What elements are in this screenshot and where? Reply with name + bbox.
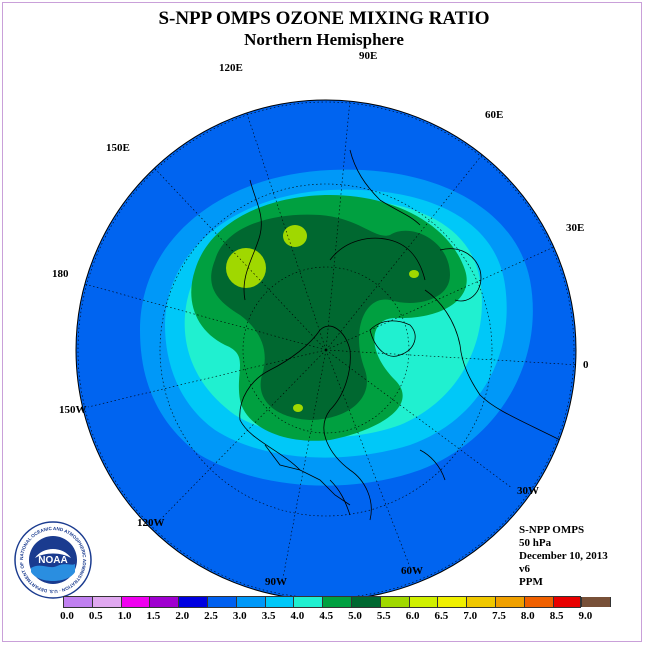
colorbar-tick-label: 7.0: [463, 610, 478, 622]
colorbar-tick-label: 1.5: [146, 610, 161, 622]
colorbar-tick-label: 6.0: [405, 610, 420, 622]
colorbar-border: [63, 596, 581, 608]
colorbar-tick-label: 3.0: [232, 610, 247, 622]
colorbar-swatch: [64, 597, 93, 607]
lon-label-60w: 60W: [401, 565, 423, 577]
lon-label-30e: 30E: [566, 222, 585, 234]
colorbar-swatch: [524, 597, 554, 607]
colorbar-swatch: [380, 597, 410, 607]
colorbar-swatch: [323, 597, 352, 607]
colorbar-swatch: [467, 597, 496, 607]
lon-label-180: 180: [52, 268, 69, 280]
lon-label-120e: 120E: [219, 62, 243, 74]
lon-label-150w: 150W: [59, 404, 87, 416]
lon-label-90e: 90E: [359, 50, 378, 62]
colorbar-swatch: [179, 597, 208, 607]
colorbar-swatch: [236, 597, 266, 607]
spot-5.5-6.0: [283, 225, 307, 247]
colorbar-tick-label: 4.0: [290, 610, 305, 622]
colorbar-tick-label: 0.5: [88, 610, 103, 622]
lon-label-60e: 60E: [485, 109, 504, 121]
lon-label-30w: 30W: [517, 485, 539, 497]
colorbar-swatch: [553, 597, 583, 607]
colorbar-swatch: [265, 597, 295, 607]
lon-label-0: 0: [583, 359, 589, 371]
colorbar-tick-label: 2.0: [175, 610, 190, 622]
spot-5.5-6.0: [293, 404, 303, 412]
coastlines: [239, 149, 561, 521]
units-label: PPM: [519, 576, 543, 588]
colorbar-swatch: [207, 597, 237, 607]
colorbar-swatch: [92, 597, 122, 607]
graticule: [76, 100, 576, 599]
pressure-level: 50 hPa: [519, 537, 552, 549]
colorbar-tick-label: 0.0: [60, 610, 74, 622]
colorbar-swatch: [582, 597, 612, 607]
colorbar-swatch: [438, 597, 468, 607]
colorbar-swatch: [495, 597, 525, 607]
colorbar-tick-label: 6.5: [434, 610, 449, 622]
map-subtitle: Northern Hemisphere: [244, 30, 404, 49]
band-5.0-5.5: [211, 214, 450, 420]
colorbar-swatch: [121, 597, 151, 607]
version-label: v6: [519, 563, 530, 575]
date-label: December 10, 2013: [519, 550, 608, 562]
metadata-block: S-NPP OMPS 50 hPa December 10, 2013 v6 P…: [519, 524, 608, 589]
instrument-label: S-NPP OMPS: [519, 524, 585, 536]
colorbar-swatch: [294, 597, 324, 607]
colorbar: [64, 597, 612, 607]
map-title: S-NPP OMPS OZONE MIXING RATIO: [158, 8, 490, 29]
lon-label-90w: 90W: [265, 576, 287, 588]
colorbar-tick-label: 4.5: [319, 610, 334, 622]
colorbar-tick-label: 5.0: [348, 610, 362, 622]
colorbar-swatch: [150, 597, 180, 607]
noaa-logo-text: NOAA: [38, 555, 67, 566]
colorbar-tick-label: 5.5: [376, 610, 391, 622]
plot-frame: [2, 2, 642, 642]
colorbar-tick-label: 2.5: [204, 610, 218, 622]
spot-5.5-6.0: [409, 270, 419, 278]
noaa-logo: NOAA NATIONAL OCEANIC AND ATMOSPHERIC AD…: [13, 520, 92, 599]
colorbar-swatch: [409, 597, 439, 607]
colorbar-tick-label: 3.5: [261, 610, 276, 622]
colorbar-swatch: [351, 597, 381, 607]
colorbar-tick-label: 7.5: [492, 610, 506, 622]
colorbar-tick-label: 8.5: [549, 610, 564, 622]
colorbar-tick-label: 8.0: [520, 610, 535, 622]
colorbar-tick-label: 9.0: [578, 610, 593, 622]
spot-5.5-6.0: [226, 248, 266, 288]
lon-label-150e: 150E: [106, 142, 130, 154]
colorbar-tick-label: 1.0: [117, 610, 132, 622]
lon-label-120w: 120W: [137, 517, 165, 529]
